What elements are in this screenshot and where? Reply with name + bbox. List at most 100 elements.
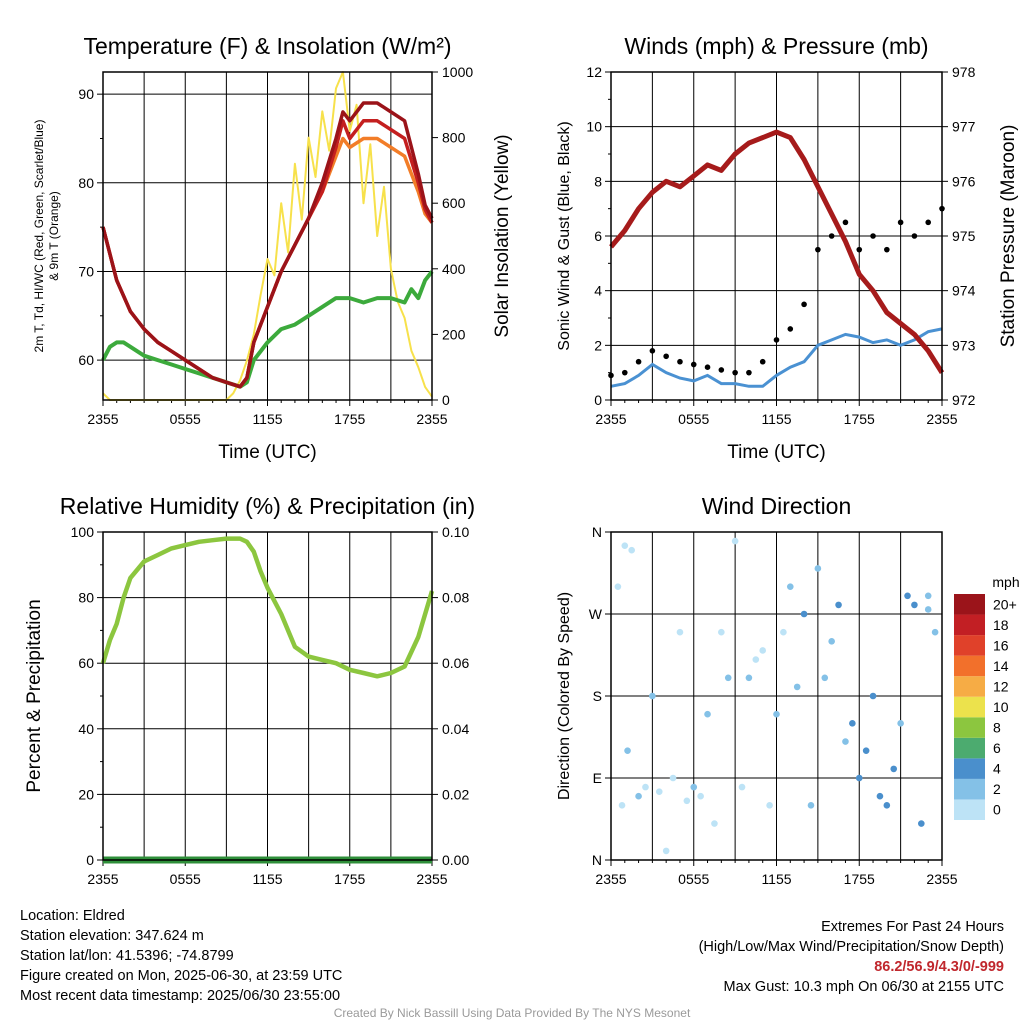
x-tick-label: 2355 — [87, 411, 118, 427]
colorbar-swatch — [954, 614, 985, 636]
direction-point — [718, 628, 725, 636]
direction-point — [690, 783, 698, 791]
colorbar-swatch — [954, 635, 985, 656]
gust-point — [649, 348, 656, 354]
direction-point — [624, 747, 631, 754]
credit-text: Created By Nick Bassill Using Data Provi… — [333, 1006, 691, 1020]
y-right-axis-label: Station Pressure (Maroon) — [998, 125, 1019, 348]
y-tick-label: 0 — [86, 852, 94, 868]
y-tick-label: 10 — [586, 119, 602, 135]
y-right-tick-label: 978 — [952, 64, 976, 80]
direction-point — [731, 537, 739, 545]
series-line-heat-index — [101, 101, 434, 389]
x-tick-label: 2355 — [595, 411, 626, 427]
y-right-tick-label: 0.04 — [442, 721, 469, 737]
y-tick-label: 80 — [78, 175, 94, 191]
x-tick-label: 1155 — [252, 871, 282, 887]
y-tick-label: 4 — [594, 283, 602, 299]
series-line-wind — [610, 327, 943, 388]
colorbar-label: 8 — [993, 720, 1001, 736]
colorbar-swatch — [954, 717, 985, 738]
y-axis-label-line-1: 2m T, Td, HI/WC (Red, Green, Scarlet/Blu… — [32, 120, 46, 353]
direction-point — [821, 674, 829, 682]
gust-point — [925, 219, 932, 226]
gust-point — [801, 301, 807, 308]
y-right-tick-label: 600 — [442, 195, 466, 211]
y-axis-label: 2m T, Td, HI/WC (Red, Green, Scarlet/Blu… — [32, 120, 61, 353]
gust-point — [746, 369, 752, 376]
direction-point — [759, 647, 767, 654]
x-axis-label: Time (UTC) — [218, 442, 317, 463]
x-tick-label: 2355 — [416, 411, 447, 427]
direction-point — [814, 565, 822, 572]
plot-border — [102, 71, 433, 401]
direction-point — [697, 792, 704, 800]
series-line-rh — [100, 536, 435, 679]
direction-point — [924, 592, 932, 600]
direction-point — [628, 546, 635, 554]
x-tick-label: 2355 — [926, 871, 957, 887]
colorbar-label: 2 — [993, 781, 1001, 797]
direction-point — [883, 802, 891, 809]
elevation-text: Station elevation: 347.624 m — [20, 928, 204, 944]
direction-point — [655, 788, 663, 795]
colorbar-swatch — [954, 696, 985, 718]
panel-2: 0 2 4 6 8 10 12 972 973 974 975 976 977 978 2355 0555 11… — [556, 33, 1019, 463]
gust-point — [732, 369, 738, 376]
direction-point — [649, 692, 656, 700]
y-axis-label: Percent & Precipitation — [24, 599, 45, 792]
speed-colorbar: mph 0 2 4 6 8 10 12 14 16 18 20+ — [954, 574, 1020, 820]
direction-point — [807, 802, 815, 809]
colorbar-label: 12 — [993, 678, 1009, 694]
direction-point — [780, 628, 787, 636]
colorbar-swatch — [954, 655, 985, 677]
direction-point — [849, 720, 856, 727]
series-line-dewpoint — [101, 270, 434, 389]
y-tick-label: W — [589, 606, 603, 622]
gust-point — [621, 369, 628, 376]
y-tick-label: 20 — [78, 786, 94, 802]
y-axis-label: Sonic Wind & Gust (Blue, Black) — [556, 121, 573, 350]
direction-point — [897, 720, 904, 727]
gust-point — [897, 219, 904, 226]
x-tick-label: 2355 — [926, 411, 957, 427]
y-tick-label: 60 — [78, 352, 94, 368]
direction-point — [614, 583, 622, 590]
direction-point — [766, 802, 773, 809]
x-tick-label: 0555 — [170, 871, 201, 887]
gust-point — [677, 358, 683, 365]
y-tick-label: N — [592, 852, 602, 868]
colorbar-label: 18 — [993, 617, 1009, 633]
direction-point — [835, 601, 842, 609]
colorbar-label: 4 — [993, 761, 1001, 777]
x-tick-label: 1155 — [252, 411, 282, 427]
x-tick-label: 2355 — [595, 871, 626, 887]
x-tick-label: 1755 — [844, 411, 875, 427]
y-right-tick-label: 976 — [952, 173, 976, 189]
y-tick-label: 6 — [594, 228, 602, 244]
direction-point — [711, 820, 718, 827]
y-tick-label: 12 — [586, 64, 602, 80]
direction-point — [918, 820, 925, 827]
direction-point — [773, 710, 780, 718]
gust-point — [911, 233, 918, 239]
panel-1: 60 70 80 90 0 200 400 600 800 1000 2355 0555 1155 175… — [32, 33, 513, 463]
extremes-info: Extremes For Past 24 Hours (High/Low/Max… — [584, 917, 1004, 997]
y-tick-label: S — [593, 688, 602, 704]
chart-title: Winds (mph) & Pressure (mb) — [624, 33, 928, 59]
plot-border — [102, 531, 433, 861]
direction-point — [618, 802, 626, 809]
gust-point — [815, 246, 821, 253]
direction-point — [842, 738, 849, 745]
y-axis-label-line-2: & 9m T (Orange) — [47, 191, 61, 281]
station-info: Location: Eldred Station elevation: 347.… — [20, 906, 342, 1006]
x-tick-label: 1755 — [844, 871, 875, 887]
x-tick-label: 1755 — [334, 411, 365, 427]
colorbar-swatch — [954, 778, 985, 800]
direction-point — [904, 592, 911, 600]
x-tick-label: 2355 — [87, 871, 118, 887]
gust-point — [704, 364, 711, 371]
y-tick-label: 0 — [594, 392, 602, 408]
direction-point — [724, 674, 732, 682]
